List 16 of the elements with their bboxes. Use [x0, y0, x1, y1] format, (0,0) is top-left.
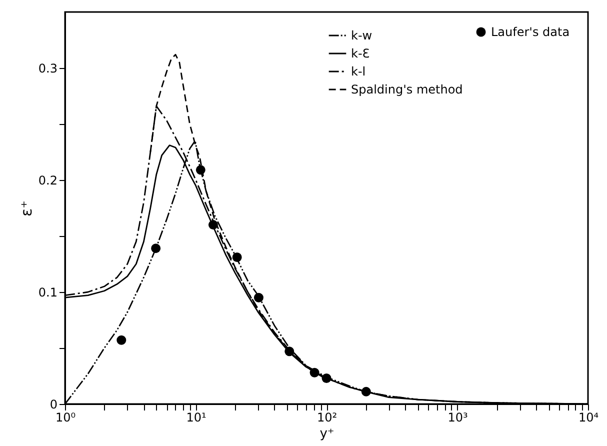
- legend-label: k-Ɛ: [351, 46, 370, 60]
- y-tick-label: 0: [50, 398, 58, 412]
- x-axis-title: y⁺: [320, 426, 334, 442]
- legend-label: k-l: [351, 64, 366, 78]
- x-tick-label: 10¹: [186, 410, 206, 424]
- y-tick-label: 0.2: [38, 174, 58, 188]
- legend-label: Laufer's data: [491, 25, 570, 39]
- legend-label: k-w: [351, 28, 372, 42]
- x-tick-label: 10⁰: [55, 410, 76, 424]
- x-tick-label: 10⁴: [578, 410, 599, 424]
- y-axis-title: ε⁺: [17, 200, 36, 217]
- legend-label: Spalding's method: [351, 82, 463, 96]
- x-tick-label: 10²: [316, 410, 338, 424]
- x-tick-label: 10³: [448, 410, 468, 424]
- y-tick-label: 0.3: [38, 62, 58, 76]
- y-tick-label: 0.1: [38, 286, 58, 300]
